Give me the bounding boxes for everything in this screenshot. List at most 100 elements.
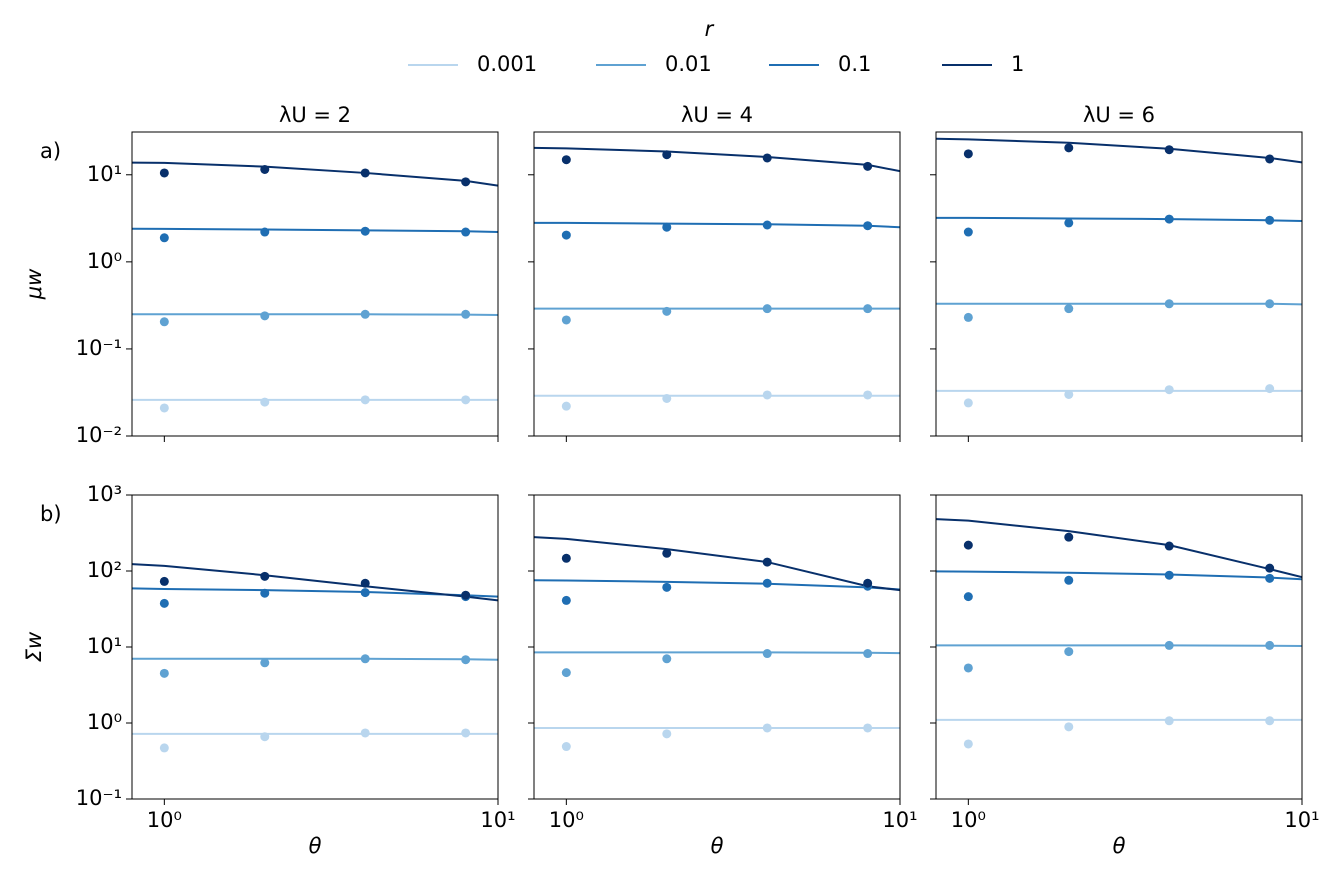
data-point [360,309,370,319]
panel-title: λU = 4 [681,103,753,127]
panel-label: a) [40,139,61,163]
data-point [260,571,270,581]
data-point [360,395,370,405]
data-point [762,557,772,567]
data-point [662,222,672,232]
data-point [1265,384,1275,394]
data-point [1265,154,1275,164]
fit-line [132,313,498,317]
y-tick-label: 10¹ [87,634,122,658]
data-point [1164,385,1174,395]
panel-label: b) [40,502,62,526]
data-point [561,595,571,605]
data-point [461,590,471,600]
axes-frame [935,131,1303,437]
data-point [360,588,370,598]
fit-line [132,587,498,598]
data-point [762,304,772,314]
fit-line [936,644,1302,648]
fit-line [132,161,498,187]
data-point [461,655,471,665]
data-point [762,649,772,659]
data-point [1164,541,1174,551]
data-point [561,742,571,752]
data-point [762,723,772,733]
data-point [159,576,169,586]
data-point [662,654,672,664]
data-point [1064,143,1074,153]
legend-label: 1 [1011,52,1024,76]
data-point [662,582,672,592]
data-point [1064,722,1074,732]
data-point [662,306,672,316]
y-tick-label: 10⁻¹ [76,786,122,810]
data-point [1164,299,1174,309]
data-point [963,540,973,550]
data-point [159,233,169,243]
data-point [863,390,873,400]
data-point [762,220,772,230]
axes-frame [935,494,1303,800]
fit-line [936,137,1302,164]
data-point [1164,570,1174,580]
data-point [762,578,772,588]
x-axis-label: θ [1113,834,1126,858]
data-point [260,164,270,174]
data-point [1064,304,1074,314]
fit-line [534,651,900,655]
x-axis-label: θ [711,834,724,858]
data-point [1164,640,1174,650]
data-point [360,168,370,178]
data-point [561,315,571,325]
data-point [1265,215,1275,225]
data-point [963,398,973,408]
data-point [1064,647,1074,657]
data-point [561,553,571,563]
data-point [159,668,169,678]
data-point [963,227,973,237]
data-point [1265,299,1275,309]
data-point [1064,218,1074,228]
data-point [461,728,471,738]
data-point [260,658,270,668]
x-tick-label: 10⁰ [549,808,584,832]
data-point [863,221,873,231]
data-point [863,578,873,588]
fit-line [534,536,900,592]
data-point [360,728,370,738]
data-point [159,168,169,178]
data-point [561,155,571,165]
legend-title: r [705,17,715,41]
data-point [963,592,973,602]
data-point [662,729,672,739]
data-point [260,397,270,407]
data-point [1064,575,1074,585]
axes-frame [131,131,499,437]
panel-title: λU = 2 [279,103,351,127]
y-tick-label: 10⁻² [76,423,122,447]
data-point [159,598,169,608]
data-point [1265,573,1275,583]
fit-line [936,216,1302,222]
data-point [662,150,672,160]
y-tick-label: 10⁻¹ [76,336,122,360]
fit-line [534,221,900,229]
data-point [159,403,169,413]
legend-label: 0.1 [838,52,871,76]
fit-line [936,570,1302,581]
data-point [260,227,270,237]
panel-title: λU = 6 [1083,103,1155,127]
data-point [1265,640,1275,650]
y-axis-label: μw [22,268,46,300]
data-point [662,548,672,558]
data-point [159,317,169,327]
data-point [1265,716,1275,726]
x-axis-label: θ [309,834,322,858]
x-tick-label: 10¹ [480,808,515,832]
y-axis-label: Σw [22,631,46,662]
data-point [561,401,571,411]
x-tick-label: 10⁰ [147,808,182,832]
data-point [360,654,370,664]
data-point [1265,563,1275,573]
